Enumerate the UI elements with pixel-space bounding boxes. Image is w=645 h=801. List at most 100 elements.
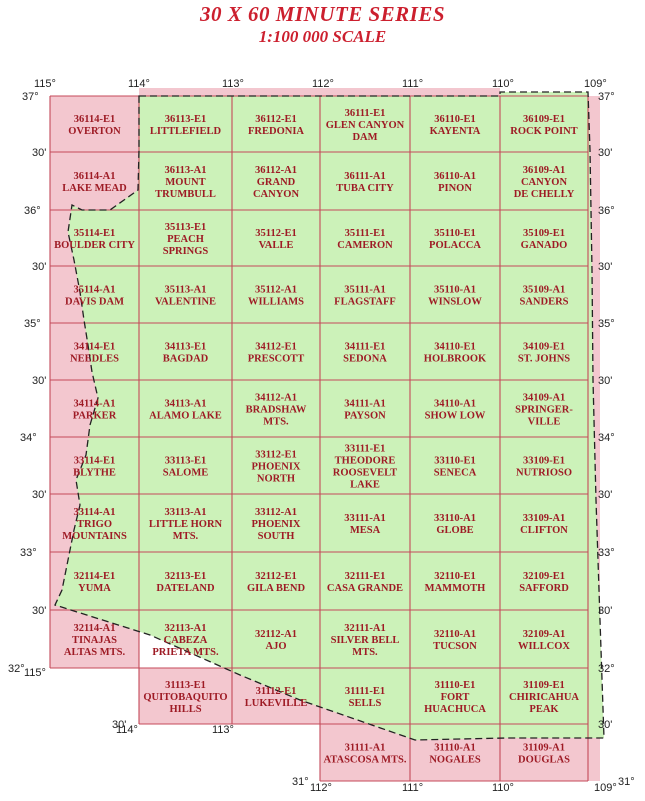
lat-label-right: 30' (598, 489, 612, 501)
lon-label-top: 115° (34, 78, 56, 90)
quadrangle-code: 31110-A1 (434, 743, 475, 754)
quadrangle-name: FORT (441, 692, 470, 703)
map-title: 30 X 60 MINUTE SERIES (199, 2, 446, 26)
quadrangle-name: FLAGSTAFF (334, 297, 396, 308)
quadrangle-name: WILLCOX (518, 641, 570, 652)
outside-area-3 (139, 88, 500, 96)
quadrangle-name: SHOW LOW (425, 411, 486, 422)
quadrangle-name: TRIGO (77, 519, 112, 530)
lon-label-bottom: 109° (594, 782, 617, 794)
quadrangle-code: 36114-E1 (74, 114, 115, 125)
quadrangle-code: 33111-E1 (345, 444, 386, 455)
quadrangle-name: PEACH (167, 234, 204, 245)
quadrangle-code: 36109-A1 (523, 165, 566, 176)
lat-label-right: 30' (598, 147, 612, 159)
quadrangle-code: 32109-E1 (523, 571, 565, 582)
quadrangle-name: PEAK (529, 704, 559, 715)
quadrangle-code: 34114-E1 (74, 342, 115, 353)
quadrangle-code: 33112-E1 (255, 450, 296, 461)
lat-label-left: 30' (32, 605, 46, 617)
quadrangle-name: MOUNTAINS (62, 531, 127, 542)
quadrangle-code: 35113-E1 (165, 222, 206, 233)
quadrangle-code: 35113-A1 (165, 285, 207, 296)
quadrangle-code: 36114-A1 (74, 171, 116, 182)
quadrangle-name: MAMMOTH (425, 583, 486, 594)
quadrangle-name: VALLE (259, 240, 294, 251)
lat-label-left: 35° (24, 318, 41, 330)
quadrangle-name: MTS. (173, 531, 199, 542)
state-boundary-line (54, 91, 605, 741)
quadrangle-code: 33113-E1 (165, 456, 206, 467)
quadrangle-code: 36112-A1 (255, 165, 297, 176)
